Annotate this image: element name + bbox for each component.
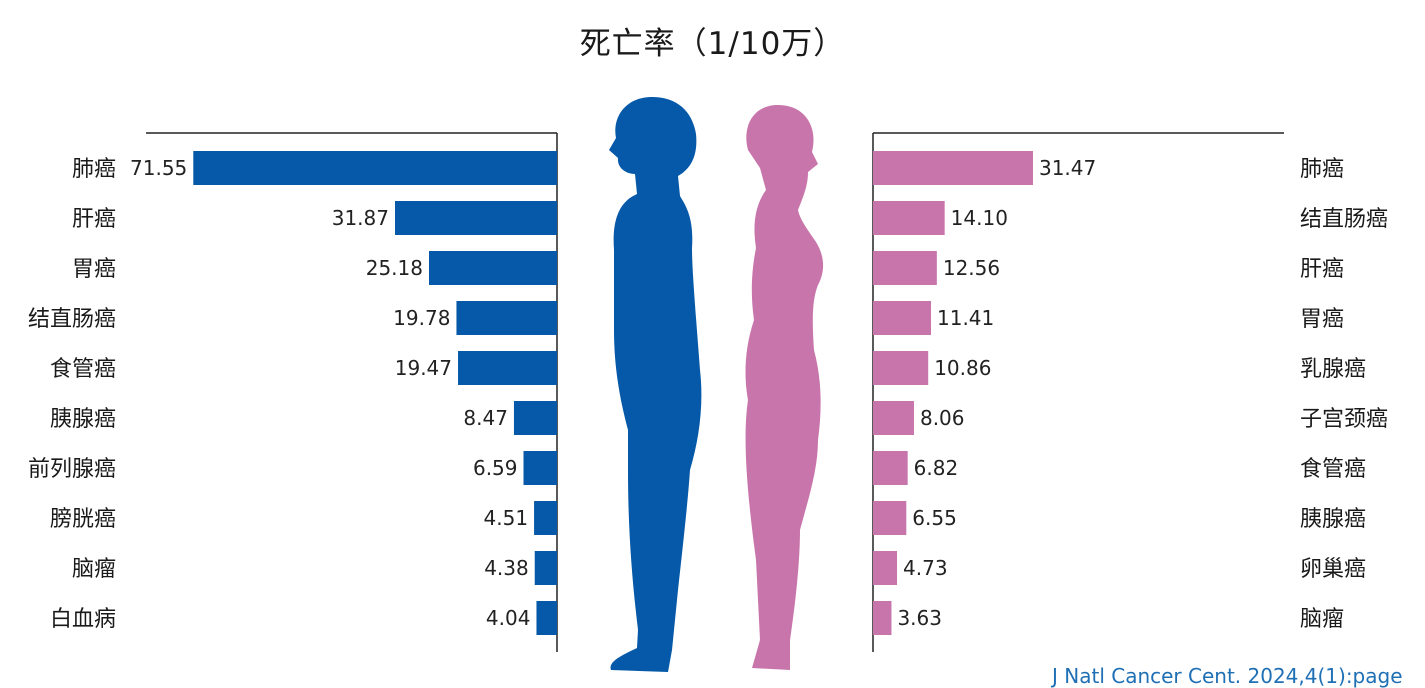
female-bar [873, 251, 937, 285]
male-category-label: 前列腺癌 [28, 457, 116, 482]
male-value-label: 25.18 [366, 256, 423, 280]
female-value-label: 8.06 [920, 406, 965, 430]
male-value-label: 31.87 [332, 206, 389, 230]
female-bar [873, 301, 932, 335]
female-bars: 31.47 肺癌 14.10 结直肠癌 12.56 肝癌 11.41 胃癌 10.86 乳腺癌 8.… [873, 151, 1388, 635]
male-value-label: 19.47 [395, 356, 452, 380]
male-bar [429, 251, 557, 285]
male-value-label: 4.04 [486, 606, 531, 630]
female-category-label: 卵巢癌 [1300, 557, 1366, 582]
female-category-label: 脑瘤 [1300, 607, 1344, 632]
female-category-label: 食管癌 [1300, 457, 1366, 482]
female-bar [873, 601, 892, 635]
female-bar [873, 201, 945, 235]
male-value-label: 8.47 [463, 406, 508, 430]
female-bar [873, 151, 1033, 185]
male-value-label: 19.78 [393, 306, 450, 330]
male-category-label: 结直肠癌 [28, 307, 116, 332]
male-category-label: 膀胱癌 [50, 507, 116, 532]
female-value-label: 12.56 [943, 256, 1000, 280]
female-value-label: 31.47 [1039, 156, 1096, 180]
male-value-label: 4.38 [484, 556, 529, 580]
male-bar [523, 451, 557, 485]
male-value-label: 4.51 [484, 506, 529, 530]
female-category-label: 肺癌 [1300, 157, 1344, 182]
female-category-label: 胰腺癌 [1300, 507, 1366, 532]
male-category-label: 胃癌 [72, 257, 116, 282]
source-note: J Natl Cancer Cent. 2024,4(1):page [1052, 664, 1403, 688]
female-value-label: 10.86 [934, 356, 991, 380]
female-value-label: 6.55 [912, 506, 957, 530]
female-category-label: 肝癌 [1300, 257, 1344, 282]
female-value-label: 11.41 [937, 306, 994, 330]
female-category-label: 胃癌 [1300, 307, 1344, 332]
female-value-label: 3.63 [897, 606, 942, 630]
female-category-label: 子宫颈癌 [1300, 407, 1388, 432]
chart-title: 死亡率（1/10万） [579, 26, 846, 62]
female-bar [873, 501, 907, 535]
female-category-label: 乳腺癌 [1300, 357, 1366, 382]
female-bar [873, 351, 929, 385]
male-value-label: 6.59 [473, 456, 518, 480]
female-value-label: 6.82 [914, 456, 959, 480]
male-category-label: 胰腺癌 [50, 407, 116, 432]
male-bar [193, 151, 557, 185]
male-bar [534, 551, 557, 585]
female-bar [873, 401, 914, 435]
female-silhouette-icon [745, 105, 824, 670]
male-category-label: 肝癌 [72, 207, 116, 232]
male-category-label: 肺癌 [72, 157, 116, 182]
female-category-label: 结直肠癌 [1300, 207, 1388, 232]
female-value-label: 14.10 [951, 206, 1008, 230]
female-bar [873, 551, 898, 585]
male-bar [456, 301, 557, 335]
female-value-label: 4.73 [903, 556, 948, 580]
male-value-label: 71.55 [130, 156, 187, 180]
male-category-label: 脑瘤 [72, 557, 116, 582]
male-bar [536, 601, 557, 635]
male-category-label: 食管癌 [50, 357, 116, 382]
male-silhouette-icon [609, 97, 702, 672]
female-bar [873, 451, 908, 485]
male-category-label: 白血病 [50, 607, 116, 632]
male-bar [534, 501, 557, 535]
male-bar [394, 201, 557, 235]
male-bar [513, 401, 557, 435]
male-bar [458, 351, 557, 385]
male-bars: 71.55 肺癌 31.87 肝癌 25.18 胃癌 19.78 结直肠癌 19.47 食管癌 8.… [28, 151, 557, 635]
